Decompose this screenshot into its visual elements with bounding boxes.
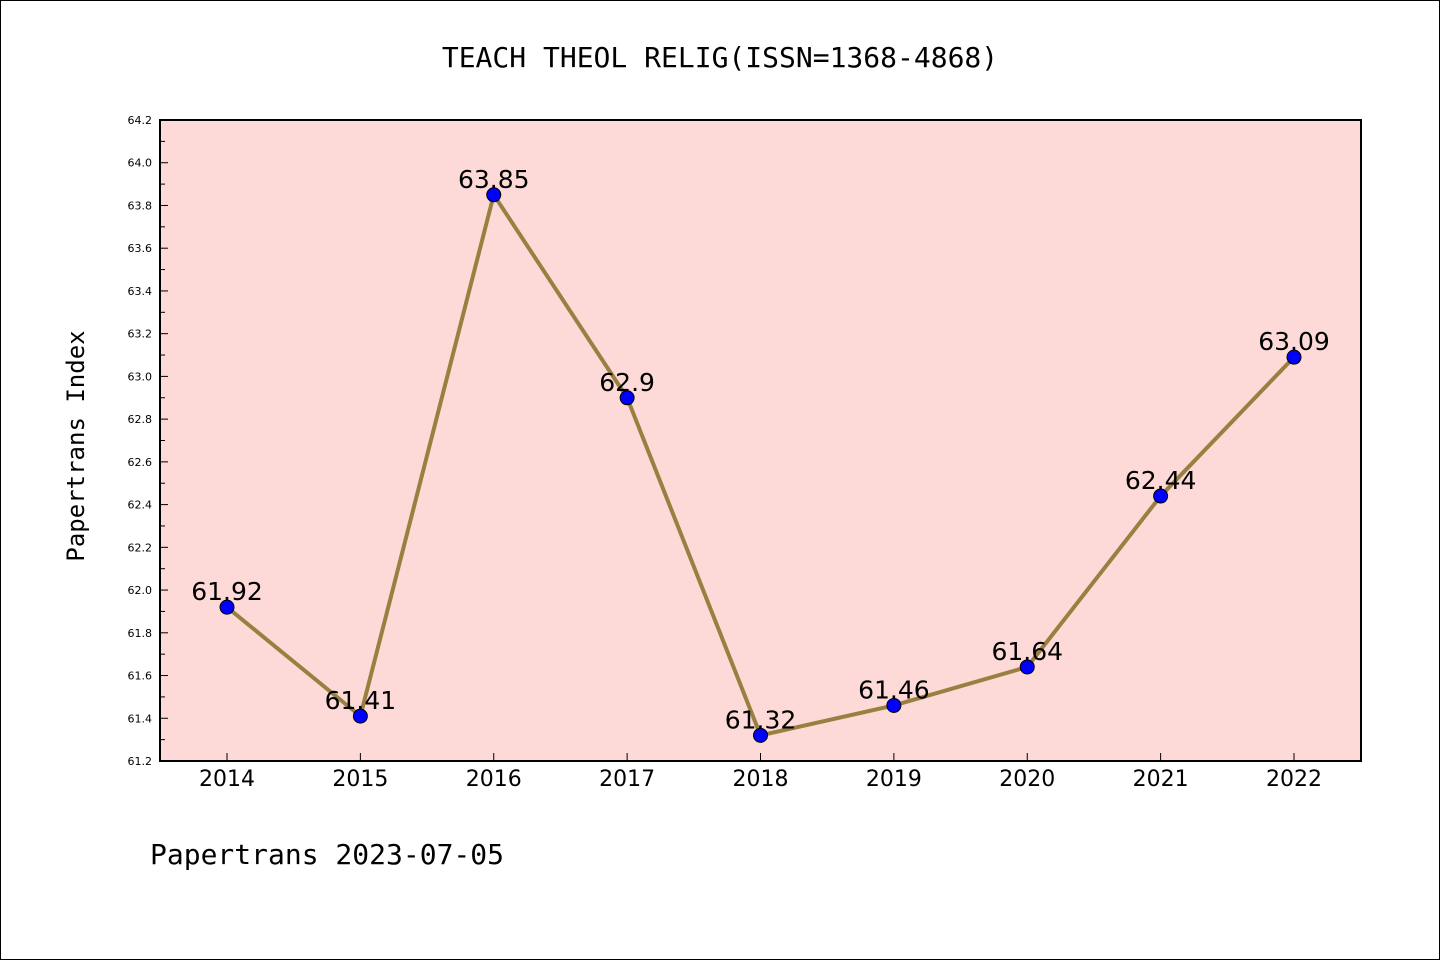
- data-point: [1153, 488, 1169, 504]
- y-tick-label: 63.6: [128, 242, 153, 255]
- y-tick-label: 63.2: [128, 328, 153, 341]
- y-tick-label: 62.2: [128, 541, 153, 554]
- data-label: 61.32: [725, 705, 797, 734]
- data-point: [352, 708, 368, 724]
- data-label: 63.85: [458, 165, 530, 194]
- y-tick-label: 62.0: [128, 584, 153, 597]
- x-tick-label: 2014: [199, 767, 255, 792]
- data-label: 61.41: [325, 686, 397, 715]
- y-tick-label: 62.4: [128, 499, 153, 512]
- y-axis-ticks: 61.2 61.4 61.6 61.8 62.0 62.2 62.4 62.6 62.8 63.0…: [128, 114, 168, 768]
- data-label: 62.44: [1125, 466, 1197, 495]
- data-point: [486, 187, 502, 203]
- y-tick-label: 63.4: [128, 285, 153, 298]
- data-point: [219, 599, 235, 615]
- data-point: [1286, 349, 1302, 365]
- data-label: 61.64: [991, 637, 1063, 666]
- data-point: [753, 727, 768, 743]
- chart-title: TEACH THEOL RELIG(ISSN=1368-4868): [442, 41, 998, 74]
- series-group: [219, 187, 1302, 743]
- y-axis-label: Papertrans Index: [62, 330, 90, 561]
- plot-area: [159, 119, 1362, 762]
- data-labels: 61.92 61.41 63.85 62.9 61.32 61.46 61.64 62.44 6…: [191, 165, 1330, 735]
- x-tick-label: 2020: [999, 767, 1055, 792]
- x-axis-ticks: 2014 2015 2016 2017 2018 2019 2020 2021 2022: [199, 753, 1322, 792]
- x-tick-label: 2015: [332, 767, 388, 792]
- x-tick-label: 2017: [599, 767, 655, 792]
- y-tick-label: 64.0: [128, 157, 153, 170]
- data-point: [619, 390, 635, 406]
- y-tick-label: 63.0: [128, 370, 153, 383]
- data-point: [886, 697, 902, 713]
- y-tick-label: 61.8: [128, 627, 153, 640]
- y-tick-label: 64.2: [128, 114, 153, 127]
- y-tick-label: 61.4: [128, 712, 153, 725]
- x-tick-label: 2021: [1133, 767, 1189, 792]
- y-tick-label: 61.6: [128, 670, 153, 683]
- x-tick-label: 2019: [866, 767, 922, 792]
- data-label: 62.9: [599, 368, 655, 397]
- data-label: 63.09: [1258, 327, 1330, 356]
- y-tick-label: 63.8: [128, 199, 153, 212]
- data-point: [1019, 659, 1035, 675]
- y-tick-label: 62.8: [128, 413, 153, 426]
- x-tick-label: 2016: [466, 767, 522, 792]
- data-label: 61.46: [858, 675, 930, 704]
- x-tick-label: 2022: [1266, 767, 1322, 792]
- x-tick-label: 2018: [733, 767, 789, 792]
- y-tick-label: 61.2: [128, 755, 153, 768]
- footer-text: Papertrans 2023-07-05: [150, 838, 504, 871]
- data-label: 61.92: [191, 577, 263, 606]
- y-tick-label: 62.6: [128, 456, 153, 469]
